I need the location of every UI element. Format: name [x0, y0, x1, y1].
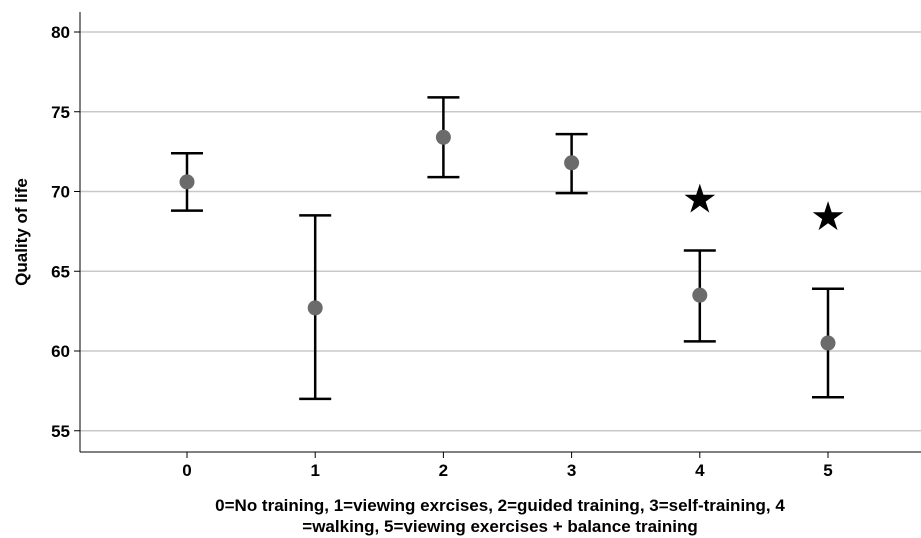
mean-point	[692, 287, 708, 303]
mean-point	[435, 129, 451, 145]
mean-point	[564, 155, 580, 171]
mean-point	[820, 335, 836, 351]
significance-stars: ★ ★	[682, 176, 846, 240]
y-tick-label: 80	[51, 23, 70, 42]
y-tick-label: 65	[51, 262, 70, 281]
significance-star: ★	[810, 194, 846, 240]
y-tick-label: 70	[51, 183, 70, 202]
x-tick-label: 4	[695, 461, 705, 480]
x-tick-label: 2	[439, 461, 448, 480]
x-tick-labels: 0 1 2 3 4 5	[182, 461, 832, 480]
mean-point	[307, 300, 323, 316]
x-tick-label: 0	[182, 461, 191, 480]
axes	[74, 12, 921, 458]
y-tick-label: 60	[51, 342, 70, 361]
x-tick-label: 5	[823, 461, 832, 480]
gridlines	[80, 31, 921, 432]
significance-star: ★	[682, 176, 718, 222]
x-axis-title-line-2: =walking, 5=viewing exercises + balance …	[302, 517, 697, 536]
mean-points	[179, 129, 836, 351]
y-tick-labels: 55 60 65 70 75 80	[51, 23, 70, 441]
y-axis-title: Quality of life	[12, 178, 31, 286]
y-tick-label: 55	[51, 422, 70, 441]
x-tick-label: 1	[310, 461, 319, 480]
x-axis-title-line-1: 0=No training, 1=viewing exrcises, 2=gui…	[215, 496, 785, 515]
y-tick-label: 75	[51, 103, 70, 122]
x-tick-label: 3	[567, 461, 576, 480]
error-bars	[171, 96, 844, 401]
mean-point	[179, 174, 195, 190]
